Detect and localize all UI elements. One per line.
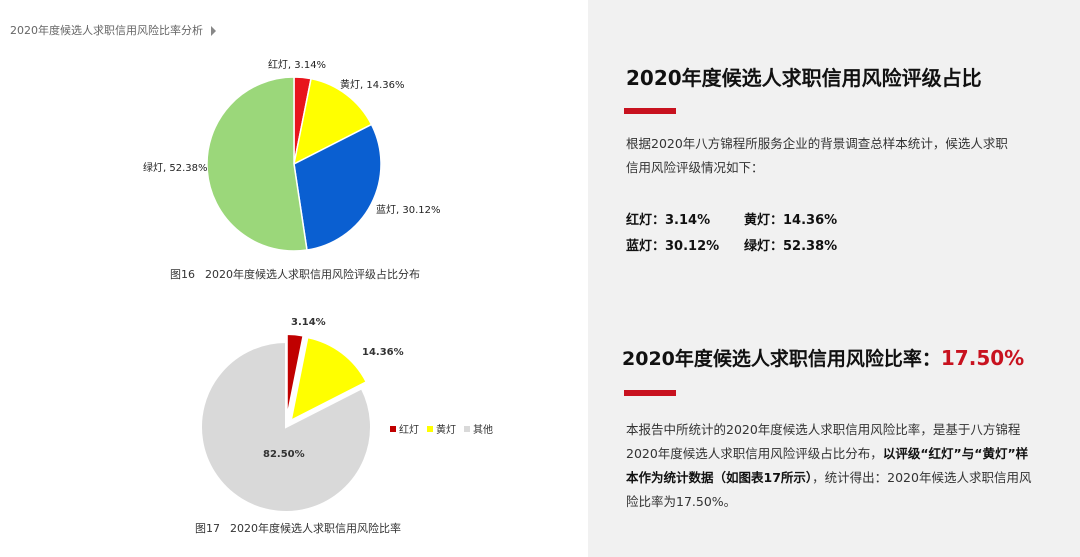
legend-swatch-yellow bbox=[427, 425, 433, 432]
pie-slice-黄灯 bbox=[289, 336, 368, 423]
body-text: 本报告中所统计的2020年度候选人求职信用风险比率，是基于八方锦程2020年度候… bbox=[626, 422, 1021, 461]
risk-ratio-value: 17.50% bbox=[940, 346, 1025, 370]
play-arrow-icon bbox=[211, 26, 216, 36]
chart-panel: 2020年度候选人求职信用风险比率分析 红灯, 3.14% 黄灯, 14.36% 蓝… bbox=[10, 22, 493, 536]
data-label: 14.36% bbox=[362, 347, 404, 358]
data-label: 蓝灯, 30.12% bbox=[376, 204, 441, 216]
legend-swatch-red bbox=[390, 425, 396, 432]
intro-line: 根据2020年八方锦程所服务企业的背景调查总样本统计，候选人求职 bbox=[626, 136, 1008, 151]
intro-text: 根据2020年八方锦程所服务企业的背景调查总样本统计，候选人求职 信用风险评级情… bbox=[626, 132, 1008, 180]
intro-line: 信用风险评级情况如下： bbox=[626, 160, 764, 175]
accent-bar bbox=[624, 108, 676, 114]
legend-label: 黄灯 bbox=[436, 425, 456, 436]
risk-ratio-title: 2020年度候选人求职信用风险比率：17.50% bbox=[622, 344, 1024, 371]
accent-bar bbox=[624, 390, 676, 396]
summary-panel: 2020年度候选人求职信用风险评级占比 根据2020年八方锦程所服务企业的背景调… bbox=[588, 0, 1080, 557]
body-bold-text: 以评级“红灯”与“黄灯”样本作为统计数据（如图表17所示） bbox=[626, 446, 1029, 485]
risk-ratio-label: 2020年度候选人求职信用风险比率： bbox=[622, 348, 941, 370]
summary-title: 2020年度候选人求职信用风险评级占比 bbox=[626, 66, 982, 90]
legend-item-other: 其他 bbox=[464, 421, 493, 436]
caption-text: 2020年度候选人求职信用风险评级占比分布 bbox=[205, 268, 420, 281]
caption-text: 2020年度候选人求职信用风险比率 bbox=[230, 522, 401, 535]
caption-number: 图16 bbox=[170, 268, 195, 281]
stat-green: 绿灯：52.38% bbox=[744, 238, 838, 254]
section-title-text: 2020年度候选人求职信用风险比率分析 bbox=[10, 24, 203, 37]
pie-slice-红灯 bbox=[285, 333, 305, 420]
chart-caption-16: 图16 2020年度候选人求职信用风险评级占比分布 bbox=[170, 266, 420, 282]
stats-row: 蓝灯：30.12% 绿灯：52.38% bbox=[626, 231, 862, 257]
stat-blue: 蓝灯：30.12% bbox=[626, 238, 720, 254]
stat-yellow: 黄灯：14.36% bbox=[744, 212, 838, 228]
data-label: 82.50% bbox=[263, 449, 305, 460]
stat-red: 红灯：3.14% bbox=[626, 212, 711, 228]
data-label: 3.14% bbox=[291, 317, 326, 328]
data-label: 黄灯, 14.36% bbox=[340, 78, 405, 91]
stats-grid: 红灯：3.14% 黄灯：14.36% 蓝灯：30.12% 绿灯：52.38% bbox=[626, 205, 862, 257]
pie-chart-risk-rating: 红灯, 3.14% 黄灯, 14.36% 蓝灯, 30.12% 绿灯, 52.38% bbox=[143, 58, 441, 252]
legend-item-yellow: 黄灯 bbox=[427, 421, 456, 436]
pie-slice-绿灯 bbox=[206, 76, 308, 252]
caption-number: 图17 bbox=[195, 522, 220, 535]
chart-legend: 红灯 黄灯 其他 bbox=[390, 421, 493, 436]
risk-ratio-description: 本报告中所统计的2020年度候选人求职信用风险比率，是基于八方锦程2020年度候… bbox=[626, 418, 1036, 514]
data-label: 红灯, 3.14% bbox=[268, 58, 326, 71]
stats-row: 红灯：3.14% 黄灯：14.36% bbox=[626, 205, 862, 231]
data-label: 绿灯, 52.38% bbox=[143, 161, 208, 174]
body-text: ，统计得出：2020年候选人求职信用风险比率为17.50%。 bbox=[626, 470, 1032, 509]
legend-item-red: 红灯 bbox=[390, 421, 419, 436]
legend-swatch-other bbox=[464, 425, 470, 432]
pie-slice-其他 bbox=[200, 340, 372, 513]
section-title: 2020年度候选人求职信用风险比率分析 bbox=[10, 22, 216, 38]
pie-chart-risk-ratio: 3.14% 14.36% 82.50% bbox=[200, 317, 404, 513]
legend-label: 其他 bbox=[473, 425, 493, 436]
chart-caption-17: 图17 2020年度候选人求职信用风险比率 bbox=[195, 520, 401, 536]
pie-slice-蓝灯 bbox=[293, 123, 382, 251]
legend-label: 红灯 bbox=[399, 425, 419, 436]
pie-slice-黄灯 bbox=[292, 77, 373, 166]
